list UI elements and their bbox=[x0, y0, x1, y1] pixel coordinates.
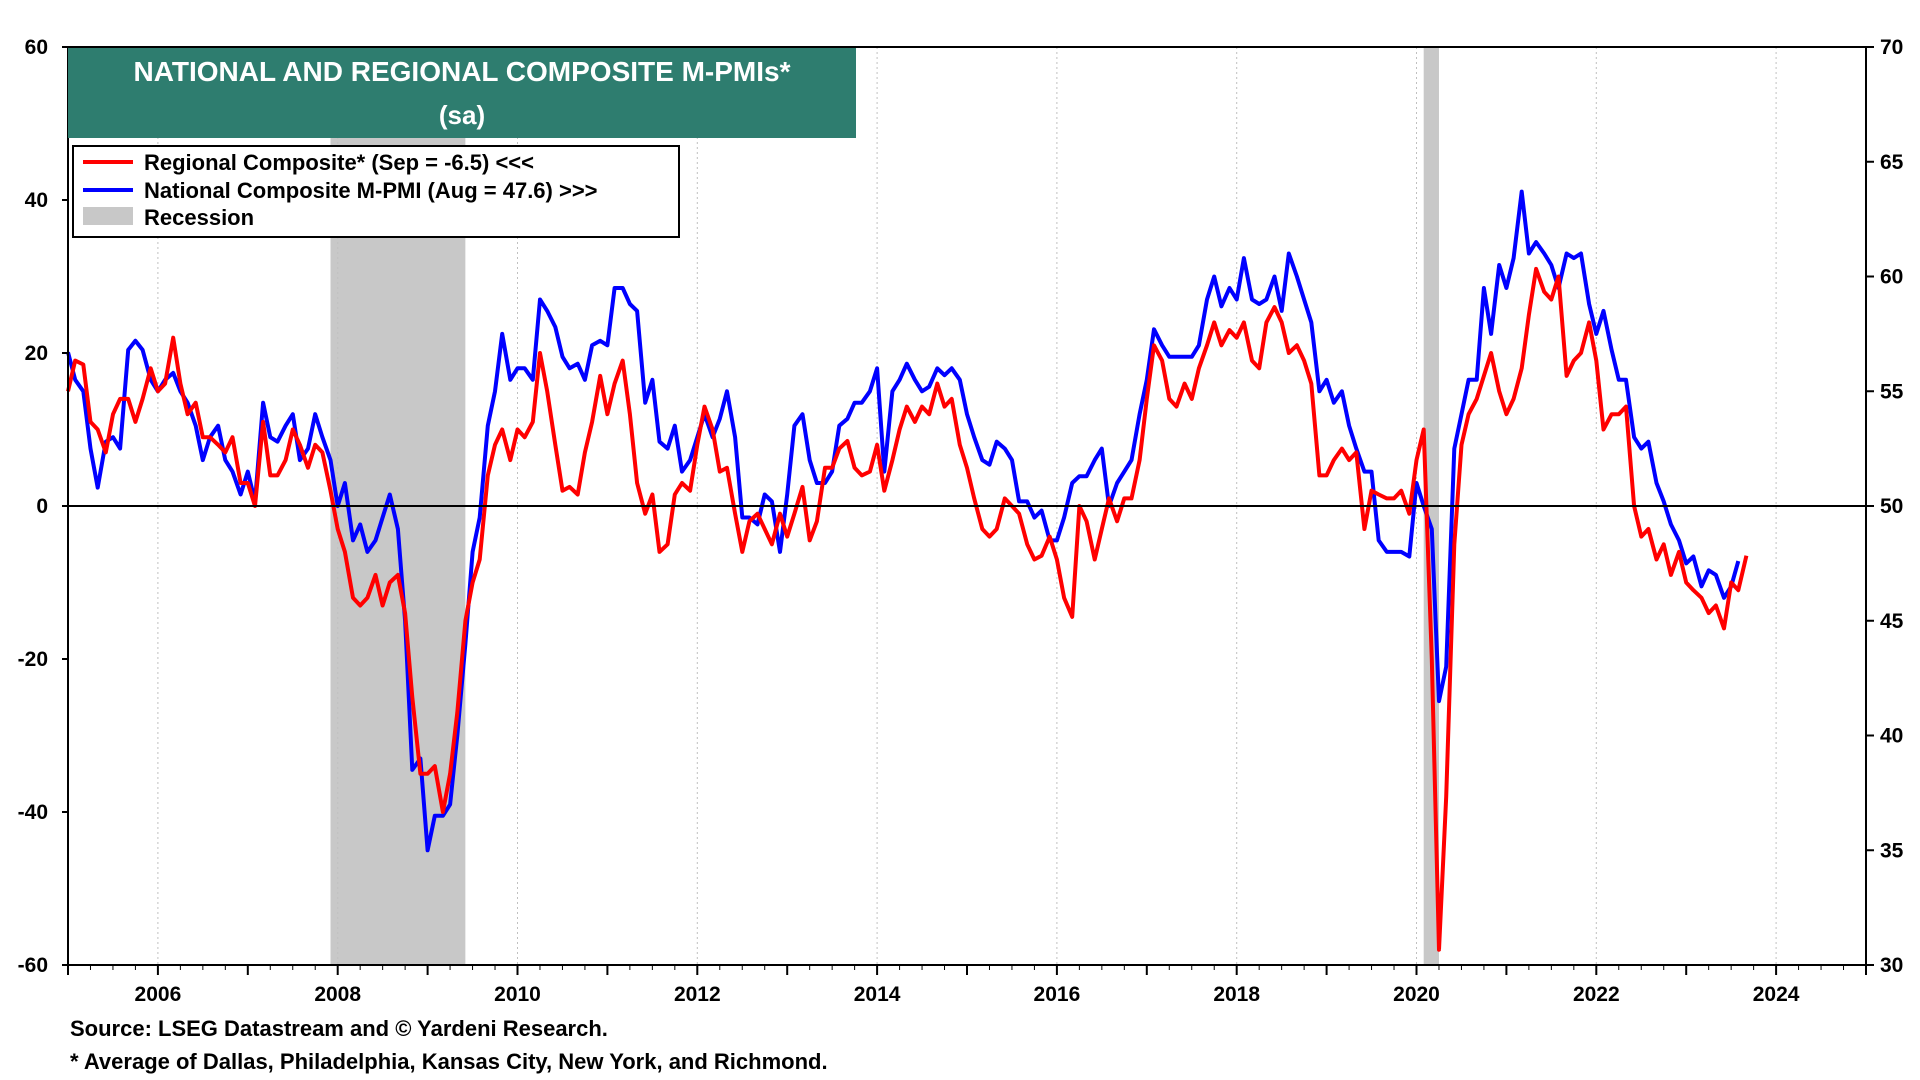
right-y-tick-label: 70 bbox=[1880, 36, 1903, 59]
x-tick-label: 2016 bbox=[1034, 983, 1081, 1006]
right-y-tick-label: 60 bbox=[1880, 266, 1903, 289]
x-tick-label: 2020 bbox=[1393, 983, 1440, 1006]
series-lines bbox=[66, 189, 1749, 952]
left-y-tick-label: -60 bbox=[18, 954, 48, 977]
source-note: Source: LSEG Datastream and © Yardeni Re… bbox=[70, 1016, 608, 1041]
title-box: NATIONAL AND REGIONAL COMPOSITE M-PMIs* … bbox=[68, 48, 856, 138]
x-tick-label: 2022 bbox=[1573, 983, 1620, 1006]
x-tick-label: 2012 bbox=[674, 983, 721, 1006]
legend: Regional Composite* (Sep = -6.5) <<< Nat… bbox=[72, 145, 680, 238]
right-y-tick-label: 50 bbox=[1880, 495, 1903, 518]
left-y-tick-label: 40 bbox=[25, 189, 48, 212]
right-y-axis: 70 65 60 55 50 45 40 35 30 bbox=[1866, 36, 1904, 977]
legend-label-national: National Composite M-PMI (Aug = 47.6) >>… bbox=[144, 178, 598, 203]
chart-title: NATIONAL AND REGIONAL COMPOSITE M-PMIs* bbox=[134, 56, 791, 87]
left-y-tick-label: 60 bbox=[25, 36, 48, 59]
legend-swatch-recession bbox=[83, 207, 133, 225]
x-tick-label: 2018 bbox=[1213, 983, 1260, 1006]
left-y-tick-label: 0 bbox=[36, 495, 48, 518]
left-y-axis: 60 40 20 0 -20 -40 -60 bbox=[18, 36, 68, 977]
right-y-tick-label: 65 bbox=[1880, 151, 1904, 174]
legend-label-recession: Recession bbox=[144, 205, 254, 230]
right-y-tick-label: 40 bbox=[1880, 725, 1903, 748]
x-tick-label: 2006 bbox=[135, 983, 182, 1006]
legend-box bbox=[72, 145, 680, 238]
left-y-tick-label: -20 bbox=[18, 648, 48, 671]
legend-label-regional: Regional Composite* (Sep = -6.5) <<< bbox=[144, 150, 534, 175]
x-axis: 2006 2008 2010 2012 2014 2016 2018 2020 2022 2024 bbox=[67, 965, 1867, 1006]
right-y-tick-label: 35 bbox=[1880, 839, 1904, 862]
right-y-tick-label: 55 bbox=[1880, 380, 1904, 403]
regional-composite-line bbox=[66, 266, 1749, 952]
gridlines bbox=[157, 47, 1777, 965]
footnote: * Average of Dallas, Philadelphia, Kansa… bbox=[70, 1049, 828, 1074]
x-tick-label: 2014 bbox=[854, 983, 901, 1006]
left-y-tick-label: 20 bbox=[25, 342, 48, 365]
right-y-tick-label: 30 bbox=[1880, 954, 1903, 977]
x-tick-label: 2024 bbox=[1753, 983, 1800, 1006]
left-y-tick-label: -40 bbox=[18, 801, 48, 824]
x-tick-label: 2010 bbox=[494, 983, 541, 1006]
national-composite-line bbox=[66, 189, 1741, 853]
right-y-tick-label: 45 bbox=[1880, 610, 1904, 633]
chart-subtitle: (sa) bbox=[439, 100, 485, 130]
x-tick-label: 2008 bbox=[314, 983, 361, 1006]
title-background bbox=[68, 48, 856, 138]
